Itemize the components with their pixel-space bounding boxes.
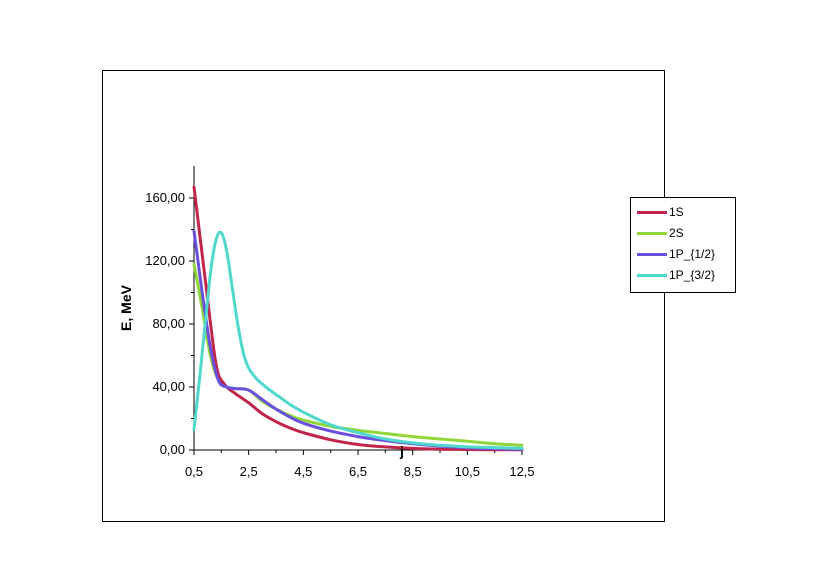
x-tick-label: 6,5 (349, 464, 367, 479)
y-tick-label: 0,00 (160, 442, 185, 457)
chart-frame: 0,00 40,00 80,00 120,00 160,00 0,5 2,5 4,5 6,5 8,… (102, 70, 736, 522)
x-tick-label: 4,5 (294, 464, 312, 479)
series-line-3 (192, 230, 524, 450)
legend-swatch (637, 252, 667, 256)
x-tick-label: 8,5 (404, 464, 422, 479)
series-line-2 (192, 229, 524, 451)
legend-swatch (637, 210, 667, 214)
legend-item: 1P_{1/2} (637, 244, 715, 264)
line-chart: 0,00 40,00 80,00 120,00 160,00 0,5 2,5 4,5 6,5 8,… (118, 166, 535, 479)
series-layer (192, 185, 524, 452)
x-tick-label: 2,5 (240, 464, 258, 479)
legend-label: 1S (669, 205, 684, 219)
legend-item: 1P_{3/2} (637, 265, 715, 285)
legend-label: 2S (669, 226, 684, 240)
x-axis-title: j (399, 443, 404, 459)
series-line-0 (192, 185, 524, 452)
legend-item: 2S (637, 223, 684, 243)
legend-swatch (637, 273, 667, 277)
y-tick-label: 160,00 (145, 190, 185, 205)
x-tick-label: 10,5 (455, 464, 480, 479)
y-tick-label: 120,00 (145, 253, 185, 268)
y-tick-label: 80,00 (152, 316, 185, 331)
legend: 1S 2S 1P_{1/2} 1P_{3/2} (630, 197, 736, 293)
legend-item: 1S (637, 202, 684, 222)
y-axis-title: E, MeV (118, 284, 134, 331)
legend-swatch (637, 231, 667, 235)
y-tick-label: 40,00 (152, 379, 185, 394)
legend-label: 1P_{1/2} (669, 247, 716, 261)
axes (189, 166, 523, 455)
x-tick-label: 12,5 (509, 464, 534, 479)
legend-label: 1P_{3/2} (669, 268, 716, 282)
x-tick-label: 0,5 (185, 464, 203, 479)
labels-layer: 0,00 40,00 80,00 120,00 160,00 0,5 2,5 4,5 6,5 8,… (118, 190, 535, 479)
